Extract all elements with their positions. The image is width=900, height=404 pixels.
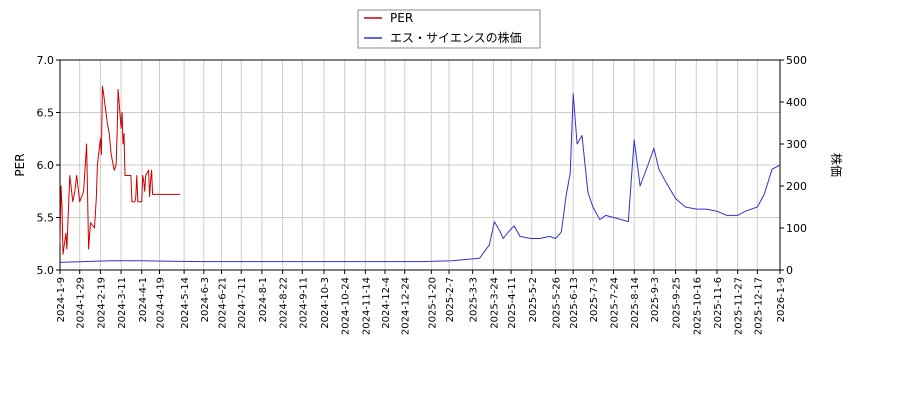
x-tick-label: 2024-12-24 xyxy=(401,277,412,335)
x-tick-label: 2024-6-21 xyxy=(218,277,229,329)
x-tick-label: 2025-2-7 xyxy=(445,277,456,322)
legend-box xyxy=(357,9,541,49)
x-tick-label: 2025-1-20 xyxy=(427,277,438,329)
x-tick-label: 2024-10-3 xyxy=(320,277,331,329)
x-tick-label: 2025-8-14 xyxy=(630,277,641,329)
x-tick-label: 2024-8-1 xyxy=(258,277,269,322)
x-tick-label: 2025-9-25 xyxy=(672,277,683,329)
x-axis-ticks: 2024-1-9 2024-1-29 2024-2-19 2024-3-11 2024-… xyxy=(56,270,787,335)
x-tick-label: 2025-9-3 xyxy=(650,277,661,322)
x-tick-label: 2025-3-3 xyxy=(469,277,480,322)
x-tick-label: 2026-1-9 xyxy=(776,277,787,322)
x-tick-label: 2025-12-17 xyxy=(753,277,764,335)
series-line-per xyxy=(59,85,181,255)
y-right-tick-label: 400 xyxy=(786,96,807,109)
x-tick-label: 2024-12-4 xyxy=(381,277,392,329)
x-tick-label: 2025-7-24 xyxy=(610,277,621,329)
x-tick-label: 2025-11-27 xyxy=(734,277,745,335)
y-right-tick-label: 500 xyxy=(786,54,807,67)
y-left-tick-label: 7.0 xyxy=(37,54,55,67)
y-left-tick-label: 5.0 xyxy=(37,264,55,277)
x-tick-label: 2025-5-2 xyxy=(528,277,539,322)
y-right-axis-label: 株価 xyxy=(829,153,844,177)
y-right-tick-label: 0 xyxy=(786,264,793,277)
x-tick-label: 2025-10-16 xyxy=(692,277,703,335)
series-line-price xyxy=(59,93,781,263)
x-tick-label: 2024-10-24 xyxy=(341,277,352,335)
x-tick-label: 2024-1-29 xyxy=(76,277,87,329)
x-tick-label: 2024-1-9 xyxy=(56,277,67,322)
x-tick-label: 2025-3-24 xyxy=(489,277,500,329)
x-tick-label: 2025-5-26 xyxy=(551,277,562,329)
right-axis-ticks: 0 100 200 300 400 500 xyxy=(780,54,807,277)
legend-label-per: PER xyxy=(390,11,413,25)
y-left-tick-label: 6.5 xyxy=(37,107,55,120)
y-right-tick-label: 100 xyxy=(786,222,807,235)
x-tick-label: 2024-7-11 xyxy=(237,277,248,329)
y-right-tick-label: 200 xyxy=(786,180,807,193)
x-tick-label: 2024-6-3 xyxy=(200,277,211,322)
x-tick-label: 2024-8-22 xyxy=(279,277,290,329)
x-tick-label: 2024-2-19 xyxy=(96,277,107,329)
x-tick-label: 2024-11-14 xyxy=(361,277,372,335)
legend-label-price: エス・サイエンスの株価 xyxy=(390,30,522,45)
x-tick-label: 2025-6-13 xyxy=(569,277,580,329)
series-layer xyxy=(59,85,781,263)
x-tick-label: 2024-4-1 xyxy=(138,277,149,322)
y-left-axis-label: PER xyxy=(13,153,27,176)
x-tick-label: 2025-11-6 xyxy=(713,277,724,329)
x-tick-label: 2025-4-11 xyxy=(507,277,518,329)
y-right-tick-label: 300 xyxy=(786,138,807,151)
x-tick-label: 2024-4-19 xyxy=(155,277,166,329)
x-tick-label: 2024-9-11 xyxy=(298,277,309,329)
x-tick-label: 2025-7-3 xyxy=(589,277,600,322)
x-tick-label: 2024-5-14 xyxy=(180,277,191,329)
grid xyxy=(59,59,781,271)
x-tick-label: 2024-3-11 xyxy=(117,277,128,329)
y-left-tick-label: 5.5 xyxy=(37,212,55,225)
left-axis-ticks: 5.0 5.5 6.0 6.5 7.0 xyxy=(37,54,60,277)
legend: PER エス・サイエンスの株価 xyxy=(357,9,541,49)
y-left-tick-label: 6.0 xyxy=(37,159,55,172)
